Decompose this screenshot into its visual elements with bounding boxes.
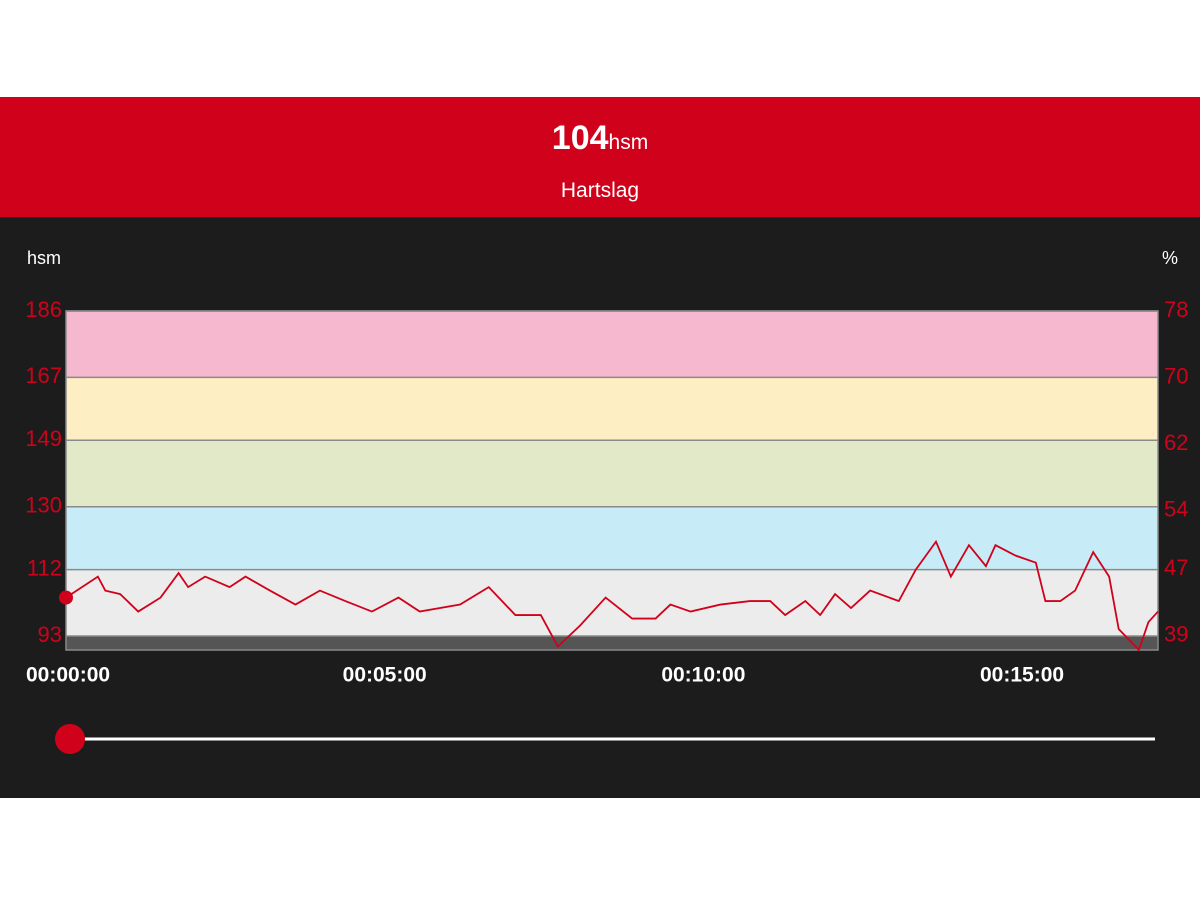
current-value: 104hsm xyxy=(0,119,1200,158)
y-tick-label: 186 xyxy=(25,297,62,322)
header-label: Hartslag xyxy=(560,179,640,202)
header: 104hsm Hartslag xyxy=(0,97,1200,217)
x-tick-label: 00:05:00 xyxy=(343,664,427,687)
line xyxy=(65,539,1159,652)
heart-rate: 104 xyxy=(551,119,609,157)
zone xyxy=(66,377,1158,441)
y-tick-label: 167 xyxy=(25,363,62,388)
y-tick-label: 149 xyxy=(25,426,62,451)
zone xyxy=(66,311,1158,378)
y-axis-label: hsm xyxy=(27,248,61,268)
y2-tick-label: 70 xyxy=(1164,363,1188,388)
y2-tick-label: 54 xyxy=(1164,497,1188,522)
y2-axis-label: % xyxy=(1162,248,1178,268)
slider-knob[interactable] xyxy=(55,724,85,754)
cursor-dot xyxy=(59,590,73,605)
y-tick-label: 93 xyxy=(38,622,62,647)
zone xyxy=(66,506,1158,570)
y-tick-label: 130 xyxy=(25,493,62,518)
x-tick-label: 00:10:00 xyxy=(661,664,745,687)
y2-tick-label: 62 xyxy=(1164,430,1188,455)
x-tick-label: 00:15:00 xyxy=(980,664,1064,687)
zone xyxy=(66,636,1158,650)
plot-border xyxy=(65,310,1159,651)
y2-tick-label: 78 xyxy=(1164,297,1188,322)
unit: hsm xyxy=(608,131,649,154)
y-tick-label: 112 xyxy=(27,555,62,580)
y2-tick-label: 39 xyxy=(1164,622,1188,647)
x-tick-label: 00:00:00 xyxy=(26,664,110,687)
y2-tick-label: 47 xyxy=(1164,555,1188,580)
zone xyxy=(66,440,1158,507)
